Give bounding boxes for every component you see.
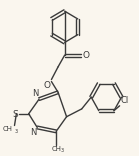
- Text: 3: 3: [61, 149, 64, 154]
- Text: N: N: [32, 89, 38, 98]
- Text: Cl: Cl: [121, 96, 129, 105]
- Text: S: S: [13, 110, 18, 119]
- Text: O: O: [82, 51, 89, 60]
- Text: O: O: [44, 80, 50, 90]
- Text: N: N: [30, 128, 36, 137]
- Text: CH: CH: [51, 146, 61, 152]
- Text: CH: CH: [3, 127, 13, 132]
- Text: 3: 3: [15, 129, 18, 134]
